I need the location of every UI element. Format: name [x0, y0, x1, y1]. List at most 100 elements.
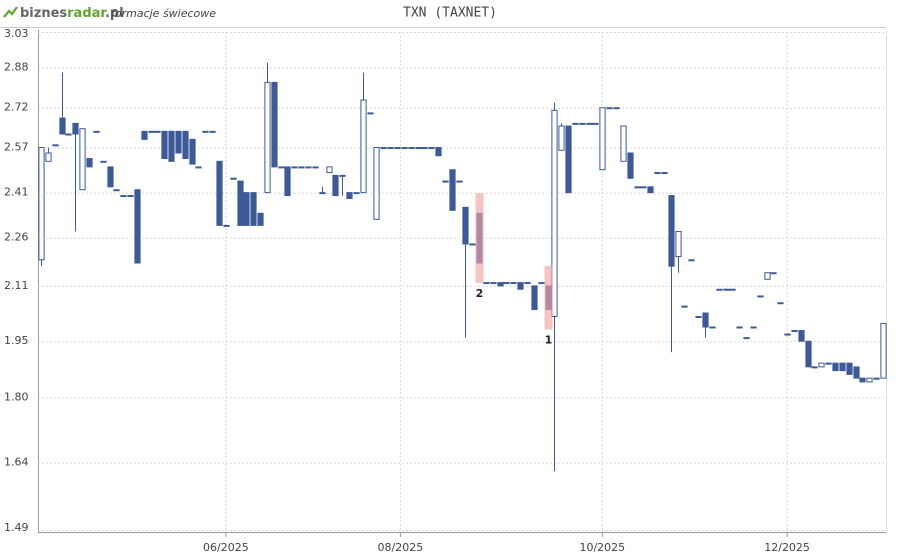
candle-body — [326, 166, 333, 174]
candle-body — [531, 285, 538, 311]
candle-body — [367, 112, 374, 115]
candle-body — [743, 337, 750, 340]
candle-body — [182, 130, 189, 160]
candle-body — [695, 315, 702, 318]
candle-body — [401, 147, 408, 150]
candle-body — [428, 147, 435, 150]
candle-body — [113, 189, 120, 192]
candle-body — [387, 147, 394, 150]
candle-body — [250, 192, 257, 226]
candle-body — [524, 282, 531, 285]
logo-part: radar — [67, 6, 107, 21]
candle-body — [709, 326, 716, 329]
candle-body — [723, 288, 730, 291]
candle-body — [770, 272, 777, 275]
candle-body — [380, 147, 387, 150]
candle-body — [736, 326, 743, 329]
candle-body — [86, 158, 93, 168]
candle-body — [503, 282, 510, 285]
candle-body — [791, 330, 798, 333]
candle-body — [237, 180, 244, 226]
candle-body — [175, 130, 182, 154]
candle-body — [483, 282, 490, 285]
candle-body — [538, 282, 545, 285]
candle-body — [510, 282, 517, 285]
y-tick-label: 3.03 — [4, 27, 29, 40]
highlight — [544, 265, 553, 330]
candle-body — [853, 366, 860, 379]
candle-body — [811, 366, 818, 369]
candle-body — [798, 330, 805, 342]
candle-body — [373, 147, 380, 220]
candle-body — [839, 362, 846, 372]
candle-body — [79, 128, 86, 191]
candle-body — [675, 231, 682, 258]
candle-body — [65, 133, 72, 136]
annotation-label: 2 — [476, 287, 484, 300]
candle-body — [832, 362, 839, 372]
candle-body — [415, 147, 422, 150]
candle-body — [100, 160, 107, 163]
y-tick-label: 1.49 — [4, 521, 29, 534]
candle-body — [243, 192, 250, 226]
candle-body — [825, 362, 832, 365]
candle-body — [305, 166, 312, 169]
candle-body — [449, 169, 456, 211]
candle-body — [640, 186, 647, 189]
candle-body — [729, 288, 736, 291]
candle-body — [209, 130, 216, 133]
candle-body — [777, 302, 784, 305]
candle-body — [572, 122, 579, 125]
candle-body — [517, 282, 524, 290]
y-tick-label: 1.95 — [4, 334, 29, 347]
candle-body — [681, 305, 688, 308]
candle-body — [497, 282, 504, 287]
candle-body — [271, 81, 278, 168]
candle-body — [141, 130, 148, 140]
candle-body — [298, 166, 305, 169]
candle-body — [462, 206, 469, 245]
candle-body — [346, 192, 353, 199]
candle-body — [716, 288, 723, 291]
candle-body — [702, 312, 709, 328]
candle-body — [469, 243, 476, 246]
candle-body — [627, 152, 634, 179]
candle-body — [353, 192, 360, 195]
candle-body — [579, 122, 586, 125]
y-tick-label: 2.88 — [4, 61, 29, 74]
candle-body — [456, 180, 463, 183]
candle-body — [668, 195, 675, 267]
logo: biznesradar.pl — [20, 6, 124, 21]
candle-body — [360, 99, 367, 194]
candle-body — [168, 130, 175, 162]
candle-body — [107, 166, 114, 188]
candle-body — [339, 174, 346, 177]
x-tick-label: 10/2025 — [579, 541, 625, 554]
x-tick-label: 08/2025 — [378, 541, 424, 554]
candle-body — [565, 125, 572, 194]
candle-body — [59, 117, 66, 135]
candle-body — [592, 122, 599, 125]
candle-body — [394, 147, 401, 150]
candle-body — [688, 259, 695, 262]
candle-body — [620, 125, 627, 162]
candle-body — [551, 109, 558, 317]
candle-body — [442, 180, 449, 183]
candle-body — [805, 340, 812, 368]
candle-body — [284, 166, 291, 197]
candle-body — [291, 166, 298, 169]
y-tick-label: 1.80 — [4, 390, 29, 403]
candle-body — [189, 138, 196, 165]
logo-part: biznes — [20, 6, 67, 21]
candle-body — [278, 166, 285, 169]
candle-body — [558, 125, 565, 151]
candle-body — [613, 107, 620, 110]
highlight — [475, 193, 484, 283]
y-tick-label: 2.26 — [4, 231, 29, 244]
candle-body — [661, 172, 668, 175]
candle-body — [38, 147, 45, 261]
candle-body — [127, 195, 134, 198]
candle-body — [586, 122, 593, 125]
x-tick-label: 06/2025 — [203, 541, 249, 554]
